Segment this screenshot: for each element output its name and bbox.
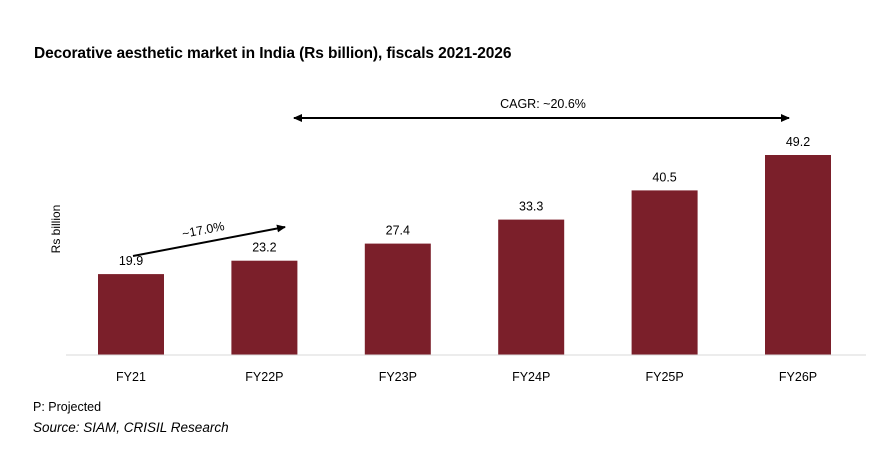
data-label-fy26p: 49.2 xyxy=(786,135,810,149)
data-label-fy25p: 40.5 xyxy=(652,170,676,184)
bar-fy22p xyxy=(231,260,298,355)
y-axis-label: Rs billion xyxy=(49,205,63,254)
cagr-short-label: ~17.0% xyxy=(181,219,226,241)
bar-fy24p xyxy=(498,219,565,355)
x-tick-labels-group: FY21 FY22P FY23P FY24P FY25P FY26P xyxy=(116,370,817,384)
source-note: Source: SIAM, CRISIL Research xyxy=(33,420,229,435)
x-tick-label-fy23p: FY23P xyxy=(379,370,417,384)
data-labels-group: 19.9 23.2 27.4 33.3 40.5 49.2 xyxy=(119,135,810,268)
x-tick-label-fy21: FY21 xyxy=(116,370,146,384)
bar-fy23p xyxy=(364,243,431,355)
bar-fy26p xyxy=(765,155,831,355)
cagr-short-arrow xyxy=(132,224,286,257)
chart-title: Decorative aesthetic market in India (Rs… xyxy=(34,45,512,62)
x-tick-label-fy25p: FY25P xyxy=(645,370,683,384)
x-tick-label-fy24p: FY24P xyxy=(512,370,550,384)
data-label-fy21: 19.9 xyxy=(119,254,143,268)
bars-group xyxy=(98,155,831,355)
data-label-fy23p: 27.4 xyxy=(386,224,410,238)
x-tick-label-fy22p: FY22P xyxy=(245,370,283,384)
x-tick-label-fy26p: FY26P xyxy=(779,370,817,384)
bar-fy25p xyxy=(631,190,698,355)
cagr-overall-label: CAGR: ~20.6% xyxy=(500,97,586,111)
data-label-fy22p: 23.2 xyxy=(252,241,276,255)
data-label-fy24p: 33.3 xyxy=(519,200,543,214)
bar-fy21 xyxy=(98,274,164,355)
footnote: P: Projected xyxy=(33,400,102,414)
